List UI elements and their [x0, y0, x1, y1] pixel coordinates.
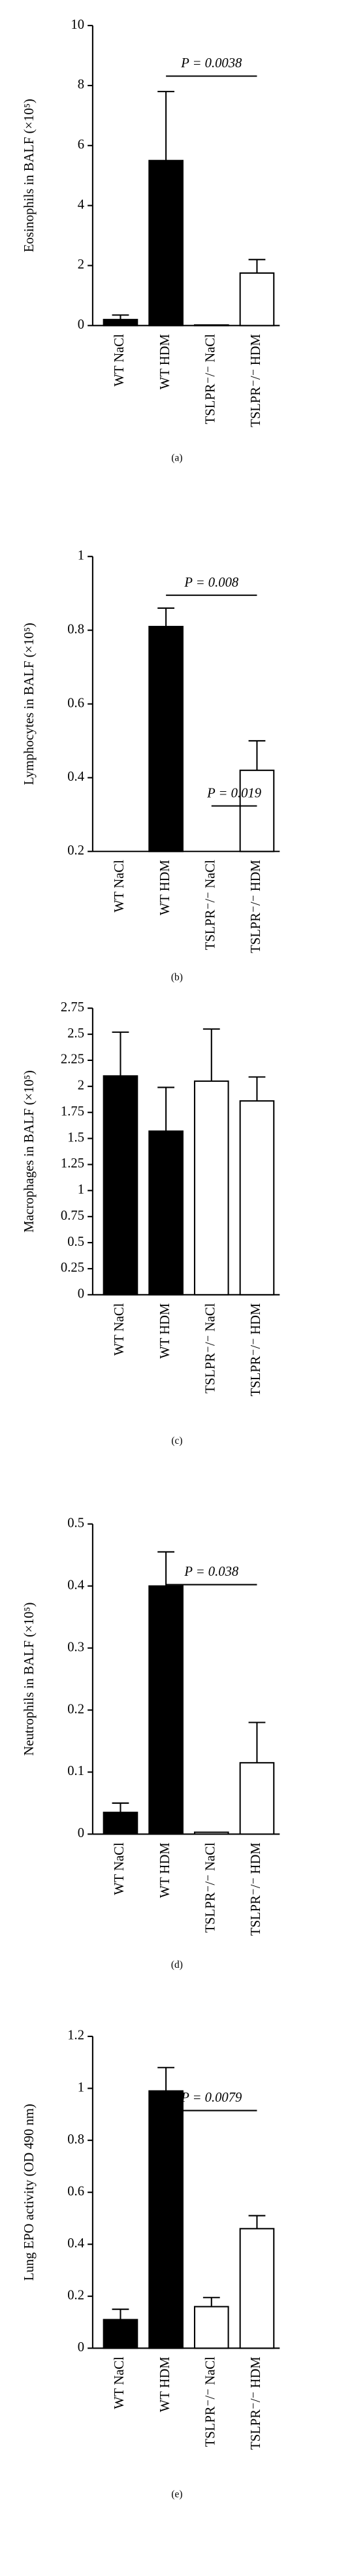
x-tick-label: TSLPR⁻/⁻ HDM [249, 860, 263, 953]
bar [103, 1812, 138, 1835]
y-tick-label: 0 [78, 318, 84, 332]
x-tick-label: TSLPR⁻/⁻ NaCl [204, 1842, 218, 1932]
y-tick-label: 0.2 [67, 1702, 84, 1716]
x-tick-label: WT NaCl [112, 1842, 127, 1895]
bar [148, 2090, 184, 2349]
x-tick-label: WT NaCl [112, 1303, 127, 1356]
bar [103, 2319, 138, 2349]
y-axis-label: Neutrophils in BALF (×10⁵) [22, 1603, 37, 1756]
y-tick-label: 0.5 [67, 1235, 84, 1249]
y-tick-label: 2 [78, 1079, 84, 1093]
y-tick-label: 0 [78, 1287, 84, 1301]
x-tick-label: TSLPR⁻/⁻ NaCl [204, 2356, 218, 2447]
y-tick-label: 1.2 [67, 2029, 84, 2043]
significance-label: P = 0.0079 [180, 2091, 242, 2105]
y-axis-label: Lymphocytes in BALF (×10⁵) [22, 623, 37, 785]
significance-label: P = 0.019 [206, 786, 261, 800]
bar [148, 625, 184, 853]
bar [239, 272, 275, 327]
y-tick-label: 1 [78, 549, 84, 563]
bar [103, 319, 138, 327]
significance-label: P = 0.038 [184, 1565, 239, 1579]
panel-label: (e) [171, 2488, 182, 2500]
x-tick-label: WT HDM [158, 334, 172, 389]
panel-label: (b) [171, 971, 183, 983]
y-tick-label: 2.25 [61, 1052, 84, 1067]
bar [193, 1831, 229, 1835]
y-tick-label: 1.25 [61, 1156, 84, 1171]
bar [239, 1100, 275, 1296]
y-tick-label: 0.1 [67, 1764, 84, 1778]
y-tick-label: 0.5 [67, 1516, 84, 1530]
y-axis-label: Lung EPO activity (OD 490 nm) [22, 2104, 37, 2281]
x-tick-label: TSLPR⁻/⁻ HDM [249, 334, 263, 427]
y-tick-label: 4 [78, 197, 84, 212]
bar [148, 1585, 184, 1835]
panel-label: (c) [171, 1435, 182, 1446]
y-tick-label: 0.25 [61, 1261, 84, 1275]
x-tick-label: WT HDM [158, 860, 172, 915]
y-tick-label: 0.3 [67, 1640, 84, 1654]
significance-label: P = 0.008 [184, 576, 239, 590]
y-tick-label: 0.6 [67, 696, 84, 710]
y-tick-label: 0.75 [61, 1209, 84, 1223]
bar [193, 2306, 229, 2349]
x-tick-label: WT NaCl [112, 334, 127, 387]
x-tick-label: TSLPR⁻/⁻ HDM [249, 1842, 263, 1936]
panel-label: (d) [171, 1959, 183, 1970]
bar [103, 1075, 138, 1296]
panel-label: (a) [171, 453, 182, 464]
significance-label: P = 0.0038 [180, 56, 242, 71]
x-tick-label: TSLPR⁻/⁻ HDM [249, 1303, 263, 1397]
bar [239, 2228, 275, 2349]
x-tick-label: TSLPR⁻/⁻ NaCl [204, 860, 218, 950]
y-tick-label: 1.5 [67, 1130, 84, 1145]
y-tick-label: 2.75 [61, 1000, 84, 1015]
y-tick-label: 0.2 [67, 843, 84, 858]
bar [239, 1762, 275, 1835]
y-tick-label: 2.5 [67, 1026, 84, 1041]
y-tick-label: 0 [78, 1826, 84, 1840]
x-tick-label: TSLPR⁻/⁻ NaCl [204, 334, 218, 424]
y-tick-label: 1.75 [61, 1104, 84, 1118]
y-tick-label: 0.6 [67, 2184, 84, 2198]
y-tick-label: 8 [78, 78, 84, 92]
y-tick-label: 0.8 [67, 2132, 84, 2147]
bar [148, 1130, 184, 1296]
x-tick-label: TSLPR⁻/⁻ NaCl [204, 1303, 218, 1393]
y-tick-label: 0.4 [67, 770, 84, 784]
x-tick-label: WT NaCl [112, 2356, 127, 2409]
y-axis-label: Eosinophils in BALF (×10⁵) [22, 99, 37, 252]
y-tick-label: 10 [71, 18, 84, 32]
x-tick-label: TSLPR⁻/⁻ HDM [249, 2356, 263, 2450]
bar [193, 1080, 229, 1296]
y-tick-label: 6 [78, 138, 84, 152]
y-tick-label: 2 [78, 257, 84, 272]
x-tick-label: WT NaCl [112, 860, 127, 913]
y-tick-label: 1 [78, 1182, 84, 1197]
y-tick-label: 0.4 [67, 2236, 84, 2251]
y-tick-label: 0.2 [67, 2289, 84, 2303]
bar [148, 159, 184, 327]
x-tick-label: WT HDM [158, 1303, 172, 1359]
bar [239, 770, 275, 853]
x-tick-label: WT HDM [158, 2356, 172, 2412]
y-tick-label: 0.4 [67, 1578, 84, 1592]
x-tick-label: WT HDM [158, 1842, 172, 1898]
y-tick-label: 0 [78, 2340, 84, 2355]
y-axis-label: Macrophages in BALF (×10⁵) [22, 1070, 37, 1233]
y-tick-label: 0.8 [67, 622, 84, 636]
y-tick-label: 1 [78, 2080, 84, 2095]
